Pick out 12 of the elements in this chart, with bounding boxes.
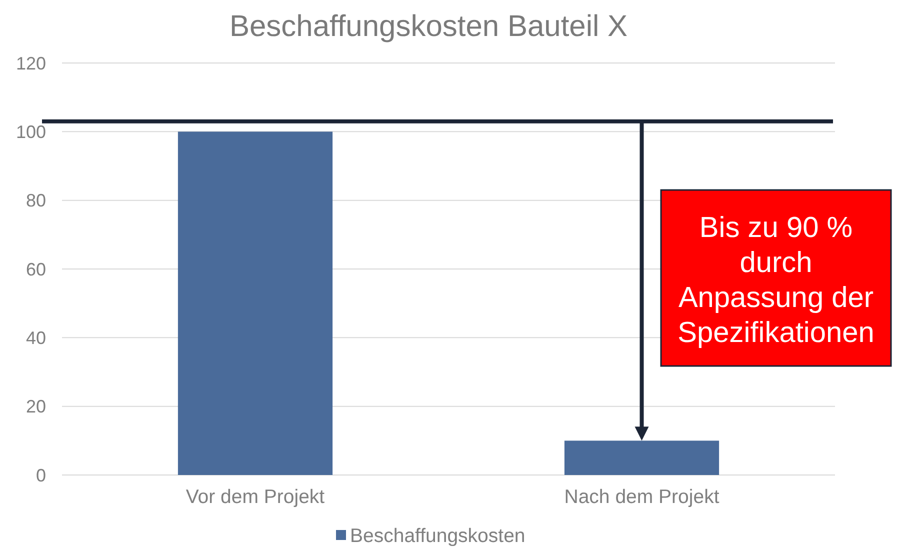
legend-label: Beschaffungskosten bbox=[350, 524, 526, 547]
y-tick-label: 0 bbox=[36, 465, 46, 486]
y-tick-label: 20 bbox=[26, 396, 46, 417]
annotation: Bis zu 90 % durch Anpassung der Spezifikationen bbox=[678, 212, 874, 349]
y-tick-label: 120 bbox=[16, 53, 46, 74]
x-tick-label: Nach dem Projekt bbox=[564, 486, 720, 508]
y-tick-label: 60 bbox=[26, 259, 46, 280]
y-tick-label: 80 bbox=[26, 190, 46, 211]
y-tick-label: 100 bbox=[16, 122, 46, 142]
x-tick-label: Vor dem Projekt bbox=[186, 486, 326, 508]
y-tick-label: 40 bbox=[26, 328, 46, 348]
chart-title: Beschaffungskosten Bauteil X bbox=[229, 10, 628, 43]
